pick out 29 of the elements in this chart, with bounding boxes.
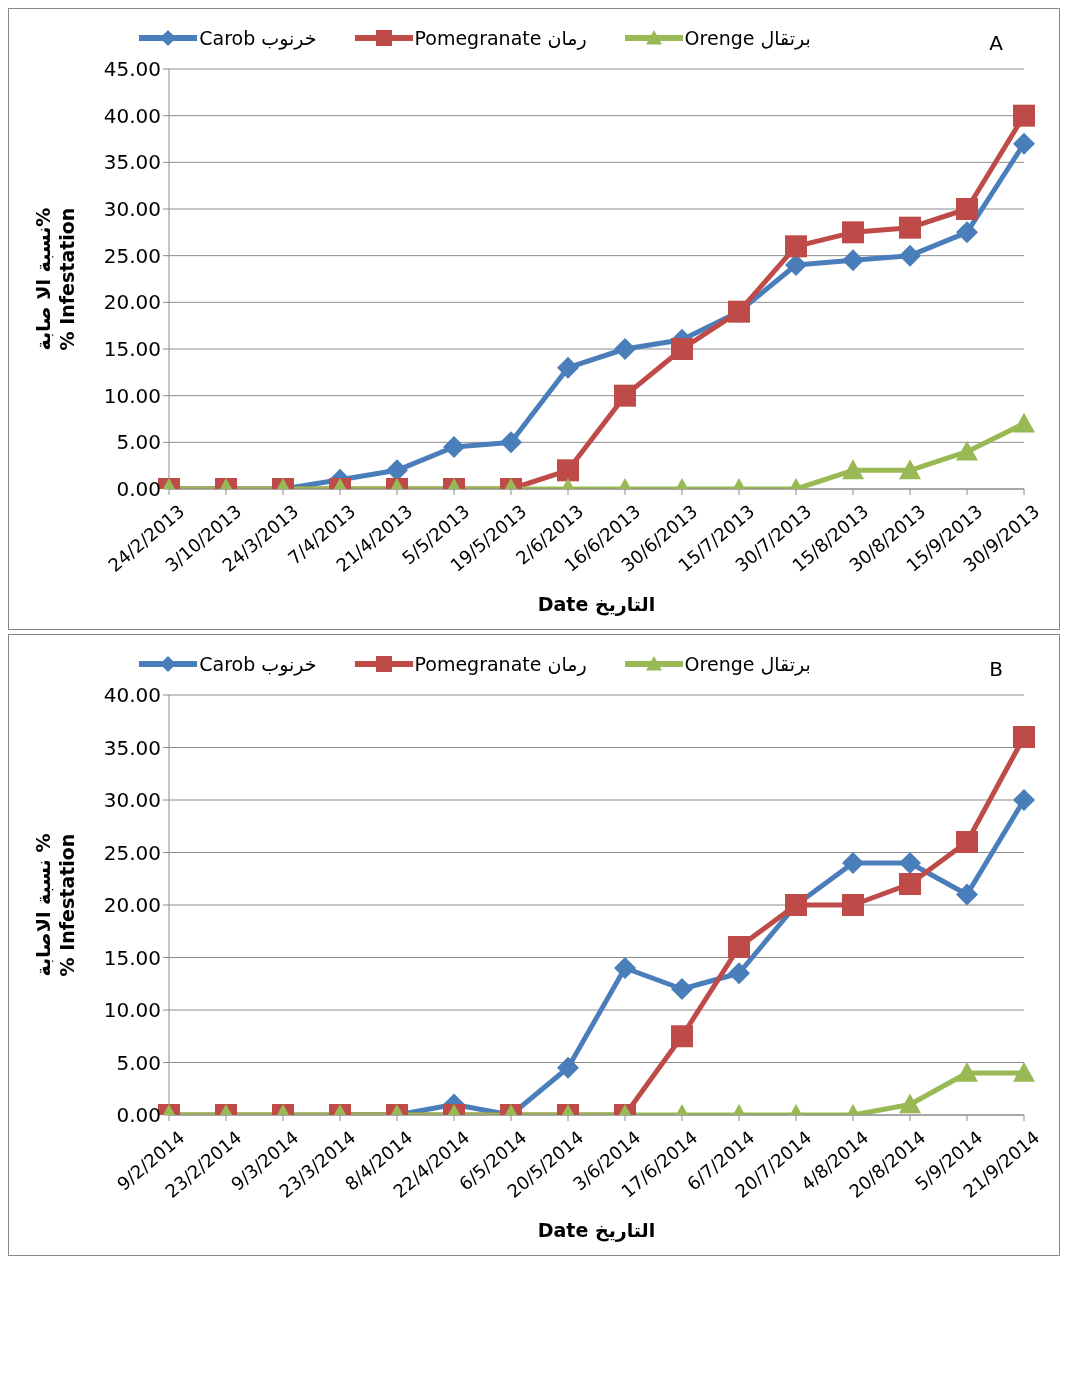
y-tick-label: 25.00: [103, 840, 161, 865]
legend-label: Orenge برتقال: [684, 653, 811, 675]
y-tick-label: 30.00: [103, 788, 161, 813]
y-tick-label: 25.00: [103, 243, 161, 268]
y-tick-label: 10.00: [103, 998, 161, 1023]
chart-title: A: [989, 31, 1003, 55]
y-tick-label: 30.00: [103, 197, 161, 222]
x-axis-title: Date التاريخ: [537, 1219, 656, 1242]
legend-label: Carob خرنوب: [199, 653, 317, 675]
chart-title: B: [989, 657, 1003, 681]
y-tick-label: 0.00: [116, 477, 161, 502]
legend-label: Pomegranate رمان: [414, 27, 587, 49]
y-tick-label: 35.00: [103, 735, 161, 760]
y-tick-label: 40.00: [103, 103, 161, 128]
y-tick-label: 15.00: [103, 337, 161, 362]
x-axis-title: Date التاريخ: [537, 593, 656, 616]
y-tick-label: 0.00: [116, 1103, 161, 1128]
y-tick-label: 10.00: [103, 383, 161, 408]
y-tick-label: 45.00: [103, 57, 161, 82]
y-tick-label: 5.00: [116, 1050, 161, 1075]
y-tick-label: 35.00: [103, 150, 161, 175]
legend-label: Carob خرنوب: [199, 27, 317, 49]
legend-label: Pomegranate رمان: [414, 653, 587, 675]
y-tick-label: 20.00: [103, 290, 161, 315]
y-tick-label: 40.00: [103, 683, 161, 708]
y-tick-label: 15.00: [103, 945, 161, 970]
legend-label: Orenge برتقال: [684, 27, 811, 49]
y-tick-label: 20.00: [103, 893, 161, 918]
y-tick-label: 5.00: [116, 430, 161, 455]
